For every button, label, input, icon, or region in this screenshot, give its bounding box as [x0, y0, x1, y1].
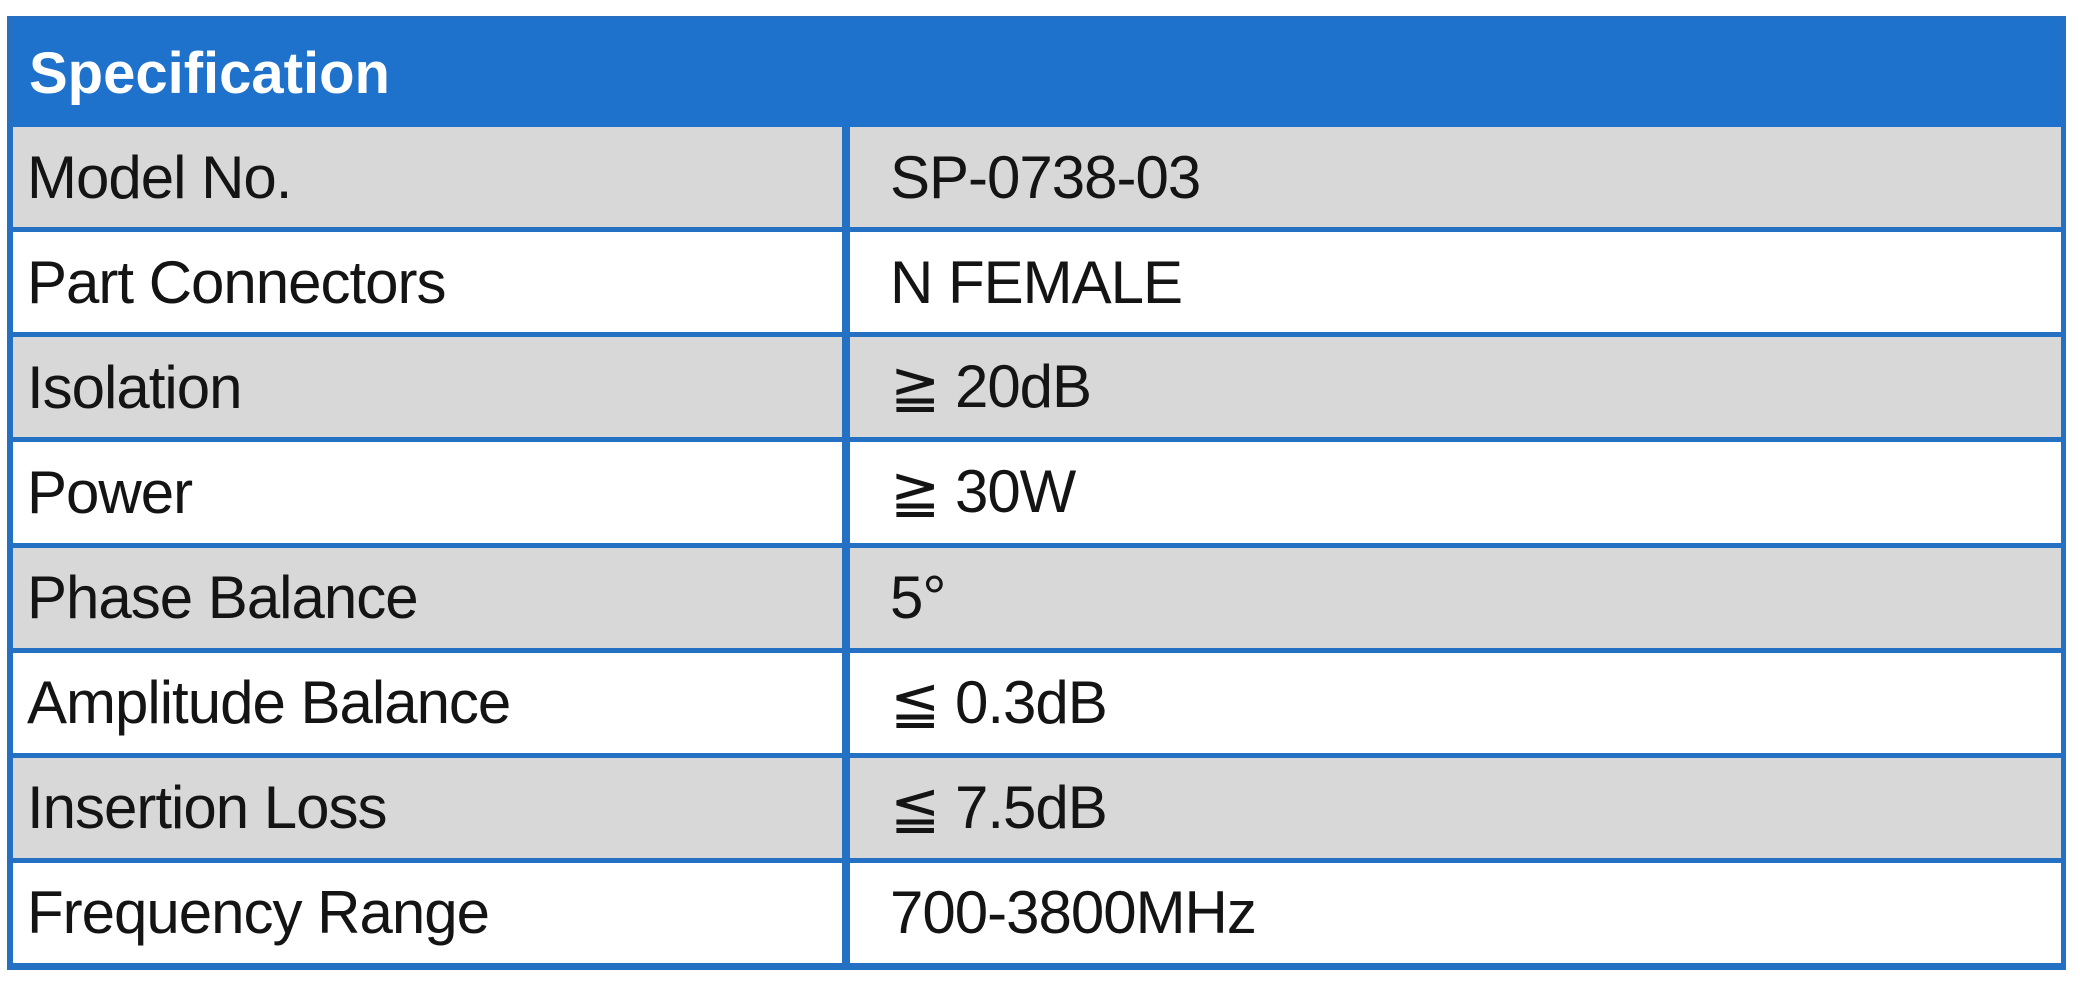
row-value: 5° — [890, 564, 946, 632]
row-value: ≦ 0.3dB — [890, 668, 1108, 736]
table-row-model-no: Model No. SP-0738-03 — [13, 127, 2061, 228]
row-value: 700-3800MHz — [890, 879, 1257, 947]
row-label: Isolation — [13, 337, 850, 438]
table-row-part-connectors: Part Connectors N FEMALE — [13, 227, 2061, 333]
table-row-phase-balance: Phase Balance 5° — [13, 542, 2061, 648]
row-label: Amplitude Balance — [13, 652, 850, 753]
row-label: Phase Balance — [13, 547, 850, 648]
row-value: N FEMALE — [890, 248, 1183, 316]
table-row-amplitude-balance: Amplitude Balance ≦ 0.3dB — [13, 647, 2061, 753]
row-label: Part Connectors — [13, 232, 850, 333]
specification-table: Specification Model No. SP-0738-03 Part … — [7, 16, 2066, 970]
row-label: Power — [13, 442, 850, 543]
row-value: ≧ 20dB — [890, 353, 1092, 421]
table-title: Specification — [13, 19, 2061, 127]
row-label: Insertion Loss — [13, 757, 850, 858]
table-row-isolation: Isolation ≧ 20dB — [13, 332, 2061, 438]
table-body: Model No. SP-0738-03 Part Connectors N F… — [13, 127, 2061, 963]
table-row-insertion-loss: Insertion Loss ≦ 7.5dB — [13, 752, 2061, 858]
row-value: ≦ 7.5dB — [890, 773, 1108, 841]
row-value: ≧ 30W — [890, 458, 1076, 526]
row-label: Model No. — [13, 127, 850, 228]
row-value: SP-0738-03 — [890, 143, 1201, 211]
row-label: Frequency Range — [13, 862, 850, 963]
table-row-frequency-range: Frequency Range 700-3800MHz — [13, 857, 2061, 963]
table-row-power: Power ≧ 30W — [13, 437, 2061, 543]
